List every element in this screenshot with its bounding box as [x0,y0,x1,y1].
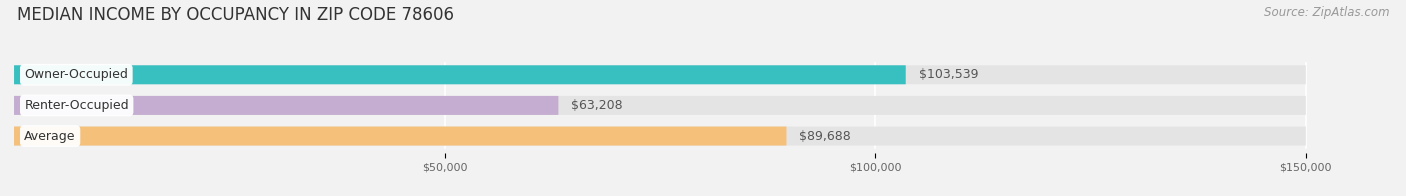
Text: Owner-Occupied: Owner-Occupied [24,68,128,81]
FancyBboxPatch shape [14,127,786,145]
Text: Average: Average [24,130,76,142]
FancyBboxPatch shape [14,65,905,84]
FancyBboxPatch shape [14,96,1306,115]
FancyBboxPatch shape [14,96,558,115]
Text: MEDIAN INCOME BY OCCUPANCY IN ZIP CODE 78606: MEDIAN INCOME BY OCCUPANCY IN ZIP CODE 7… [17,6,454,24]
Text: $103,539: $103,539 [918,68,979,81]
FancyBboxPatch shape [14,127,1306,145]
Text: Source: ZipAtlas.com: Source: ZipAtlas.com [1264,6,1389,19]
FancyBboxPatch shape [14,65,1306,84]
Text: $89,688: $89,688 [800,130,851,142]
Text: Renter-Occupied: Renter-Occupied [24,99,129,112]
Text: $63,208: $63,208 [571,99,623,112]
